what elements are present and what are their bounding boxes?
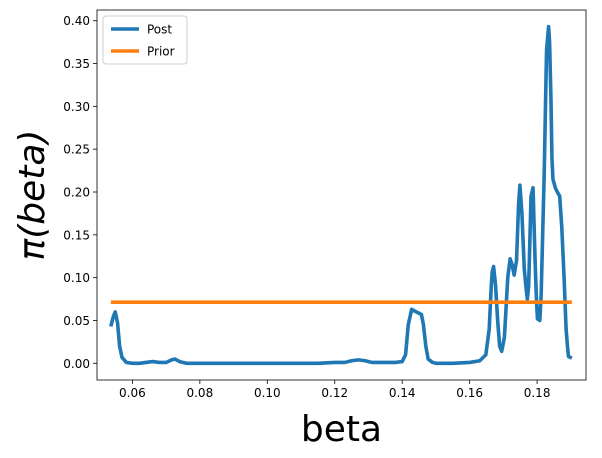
x-tick-label: 0.10 [254,386,281,400]
y-tick-label: 0.00 [63,357,90,371]
x-tick-label: 0.16 [456,386,483,400]
y-tick-label: 0.05 [63,314,90,328]
legend: Post Prior [102,15,188,65]
y-tick-label: 0.20 [63,186,90,200]
y-tick-label: 0.40 [63,14,90,28]
y-axis: 0.00 0.05 0.10 0.15 0.20 0.25 0.30 0.35 0.40 [63,14,97,371]
plot-frame [96,9,587,381]
x-axis: 0.06 0.08 0.10 0.12 0.14 0.16 0.18 [119,380,550,400]
legend-label-post: Post [147,23,172,37]
y-tick-label: 0.10 [63,271,90,285]
y-tick-label: 0.15 [63,228,90,242]
y-tick-label: 0.30 [63,100,90,114]
x-tick-label: 0.06 [119,386,146,400]
y-tick-label: 0.25 [63,143,90,157]
series-line-post [109,24,573,366]
x-tick-label: 0.14 [389,386,416,400]
x-tick-label: 0.18 [524,386,551,400]
x-axis-label: beta [301,409,382,450]
y-axis-label: π(beta) [12,130,53,261]
x-tick-label: 0.12 [321,386,348,400]
series-layer [109,24,573,366]
legend-label-prior: Prior [147,45,175,59]
x-tick-label: 0.08 [186,386,213,400]
y-tick-label: 0.35 [63,57,90,71]
